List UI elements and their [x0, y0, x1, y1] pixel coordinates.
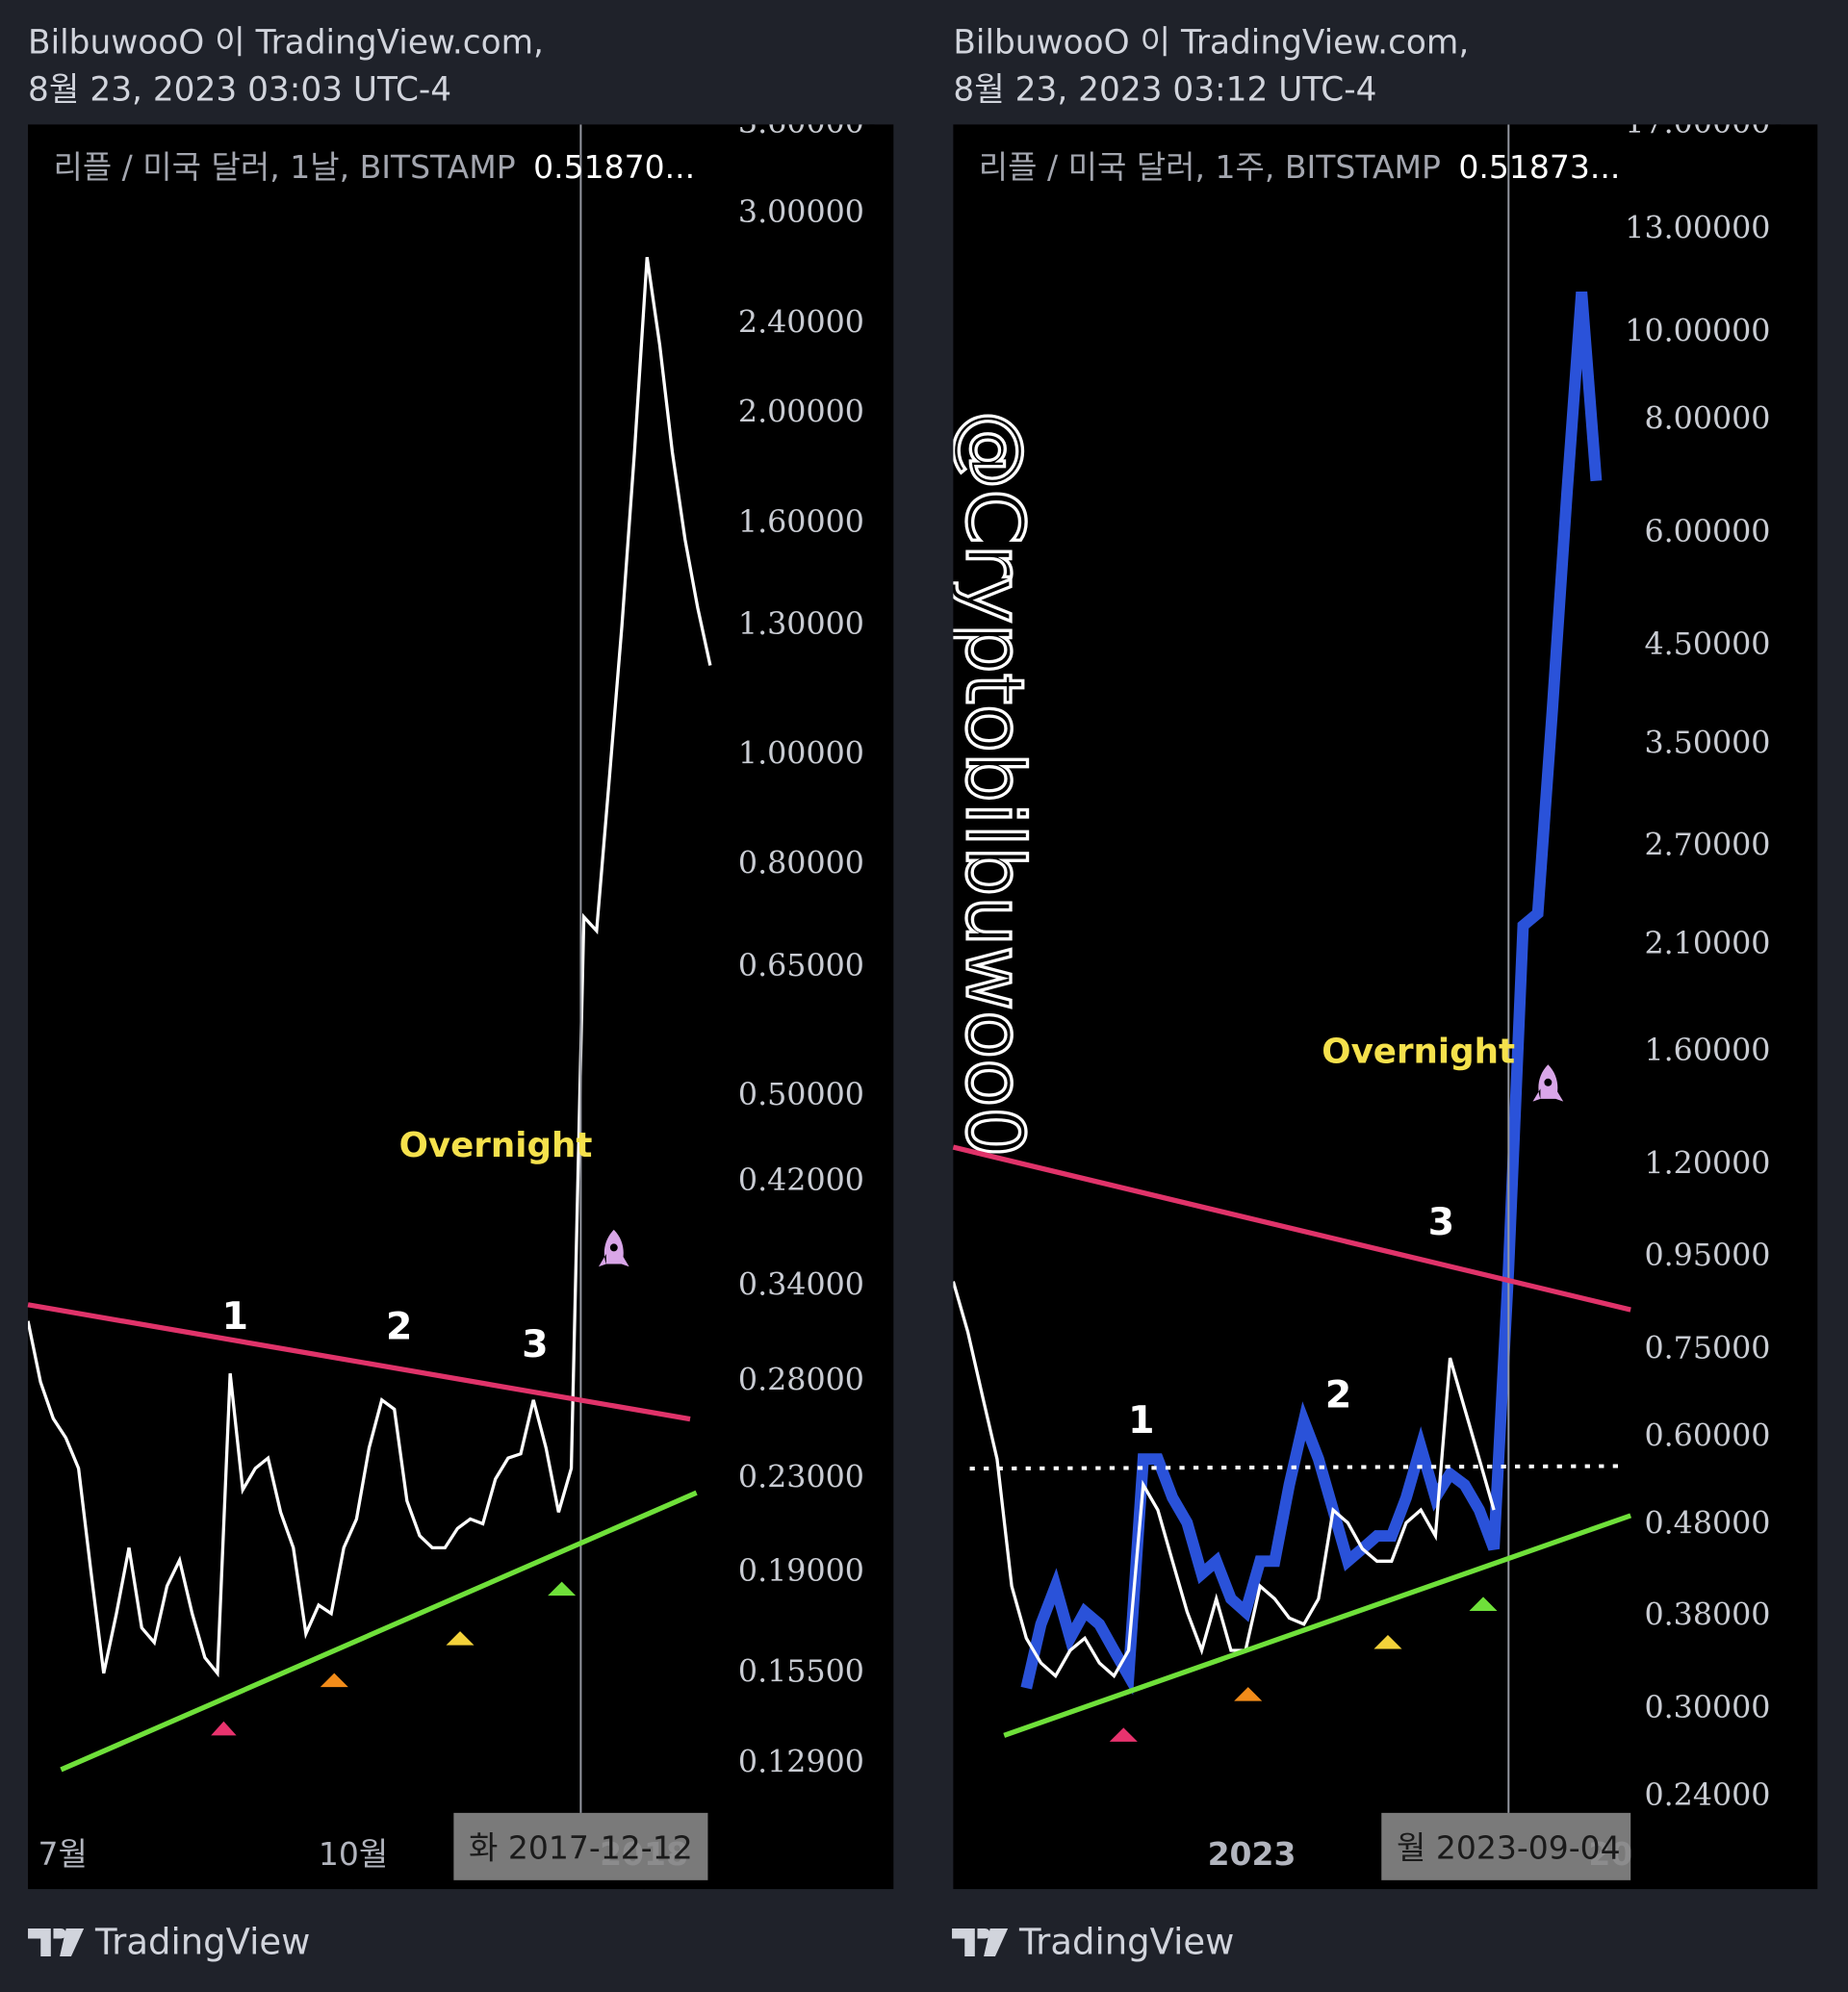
x-axis: 7월10월2018화 2017-12-12	[38, 1812, 708, 1890]
chart-panel	[953, 124, 1818, 1890]
brand-logo	[28, 1928, 1009, 1957]
marker	[1373, 1635, 1402, 1649]
y-tick-label: 0.23000	[738, 1460, 864, 1494]
rocket-icon	[1532, 1064, 1564, 1102]
marker	[548, 1581, 577, 1596]
brand: TradingView	[1018, 1921, 1234, 1962]
y-tick-label: 2.70000	[1644, 829, 1770, 863]
y-tick-label: 4.50000	[1644, 627, 1770, 662]
y-tick-label: 1.00000	[738, 736, 864, 771]
annotation: Overnight	[399, 1126, 593, 1165]
y-tick-label: 0.50000	[738, 1078, 864, 1112]
author: BilbuwooO 이 TradingView.com,	[953, 24, 1469, 63]
y-tick-label: 0.28000	[738, 1364, 864, 1398]
y-tick-label: 0.75000	[1644, 1331, 1770, 1366]
brand: TradingView	[94, 1921, 310, 1962]
y-tick-label: 0.15500	[738, 1654, 864, 1689]
watermark: @Cryptobilbuwoo0	[948, 411, 1040, 1158]
timestamp: 8월 23, 2023 03:03 UTC-4	[28, 71, 451, 110]
y-tick-label: 10.00000	[1625, 314, 1770, 348]
y-tick-label: 0.60000	[1644, 1418, 1770, 1453]
crosshair-label: 월 2023-09-04	[1397, 1829, 1621, 1867]
trendline	[60, 1490, 698, 1773]
annotation: Overnight	[1322, 1032, 1515, 1071]
wave-label: 1	[1128, 1398, 1155, 1443]
crosshair-label-box	[453, 1812, 708, 1880]
symbol-title: 리플 / 미국 달러, 1날, BITSTAMP	[53, 148, 515, 186]
price-line	[953, 1281, 1496, 1679]
y-tick-label: 0.30000	[1644, 1691, 1770, 1725]
trendline	[1003, 1513, 1632, 1738]
author: BilbuwooO 이 TradingView.com,	[28, 24, 544, 63]
marker	[211, 1721, 237, 1736]
trendline	[952, 1144, 1631, 1313]
x-axis: 20232024월 2023-09-04	[1208, 1812, 1631, 1890]
y-tick-label: 2.10000	[1644, 927, 1770, 961]
y-tick-label: 1.30000	[738, 607, 864, 642]
crosshair-label: 화 2017-12-12	[469, 1829, 693, 1867]
trendline	[27, 1302, 691, 1422]
drawings	[952, 1064, 1632, 1742]
wave-label: 3	[522, 1322, 549, 1366]
y-tick-label: 0.80000	[738, 847, 864, 881]
x-tick-label: 7월	[38, 1835, 87, 1873]
y-tick-label: 13.00000	[1625, 211, 1770, 245]
x-tick-label: 2023	[1208, 1835, 1296, 1873]
y-tick-label: 0.48000	[1644, 1506, 1770, 1541]
wave-label: 3	[1428, 1200, 1455, 1244]
marker	[446, 1631, 475, 1646]
y-tick-label: 0.42000	[738, 1163, 864, 1198]
timestamp: 8월 23, 2023 03:12 UTC-4	[953, 71, 1376, 110]
y-tick-label: 0.95000	[1644, 1239, 1770, 1273]
y-tick-label: 3.00000	[738, 195, 864, 230]
y-tick-label: 0.24000	[1644, 1778, 1770, 1813]
y-tick-label: 1.20000	[1644, 1147, 1770, 1182]
y-tick-label: 3.50000	[1644, 727, 1770, 761]
chart-layer: @Cryptobilbuwoo0	[948, 124, 1603, 1813]
marker	[1469, 1596, 1498, 1611]
wave-label: 2	[386, 1304, 413, 1348]
y-tick-label: 3.60000	[738, 106, 864, 140]
y-tick-label: 6.00000	[1644, 515, 1770, 549]
y-tick-label: 2.40000	[738, 305, 864, 340]
rocket-icon	[598, 1229, 629, 1267]
wave-label: 1	[222, 1294, 249, 1339]
y-tick-label: 1.60000	[738, 505, 864, 540]
x-tick-label: 10월	[319, 1835, 388, 1873]
price-line	[28, 256, 712, 1678]
marker	[1109, 1727, 1138, 1742]
symbol-title: 리플 / 미국 달러, 1주, BITSTAMP	[979, 148, 1441, 186]
y-tick-label: 1.60000	[1644, 1034, 1770, 1068]
dotted-line	[969, 1464, 1628, 1471]
y-axis: 0.24000 0.30000 0.38000 0.48000 0.60000 0.750…	[1625, 106, 1782, 1813]
y-tick-label: 2.00000	[738, 396, 864, 430]
wave-label: 2	[1325, 1373, 1352, 1417]
chart-layer	[28, 124, 712, 1813]
y-tick-label: 0.12900	[738, 1745, 864, 1779]
y-axis: 0.12900 0.15500 0.19000 0.23000 0.28000 0.340…	[738, 106, 875, 1779]
crosshair-label-box	[1381, 1812, 1631, 1880]
last-price: 0.51870...	[533, 148, 695, 186]
y-tick-label: 0.65000	[738, 949, 864, 983]
drawings	[27, 1229, 698, 1773]
y-tick-label: 0.19000	[738, 1554, 864, 1589]
marker	[320, 1673, 348, 1688]
marker	[1234, 1687, 1263, 1701]
y-tick-label: 8.00000	[1644, 401, 1770, 436]
y-tick-label: 17.00000	[1625, 106, 1770, 140]
y-tick-label: 0.34000	[738, 1267, 864, 1302]
y-tick-label: 0.38000	[1644, 1598, 1770, 1633]
last-price: 0.51873...	[1458, 148, 1620, 186]
